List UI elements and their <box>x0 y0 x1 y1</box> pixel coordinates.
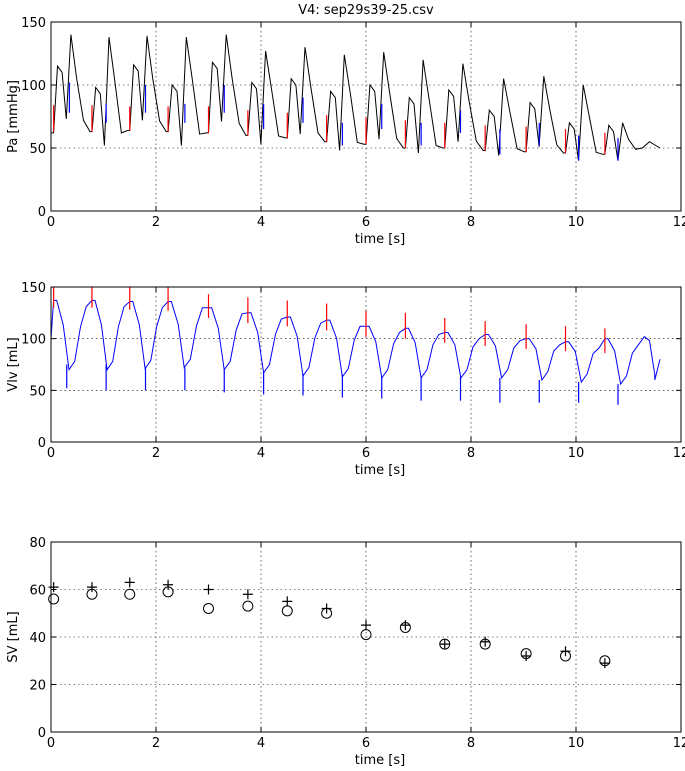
y-tick-label: 80 <box>29 536 46 551</box>
y-tick-label: 20 <box>29 679 46 694</box>
x-tick-label: 4 <box>257 215 265 230</box>
circle-data-point <box>203 603 214 614</box>
x-tick-label: 8 <box>467 215 475 230</box>
x-tick-label: 4 <box>257 446 265 461</box>
plus-data-point <box>361 620 371 631</box>
plus-data-point <box>124 577 135 588</box>
plus-data-point <box>480 636 491 647</box>
circle-data-point <box>520 648 532 660</box>
y-axis-label: Vlv [mL] <box>6 337 21 391</box>
plus-data-point <box>163 579 174 590</box>
y-tick-label: 60 <box>29 584 46 599</box>
circle-data-point <box>124 588 136 600</box>
y-tick-label: 0 <box>38 436 46 451</box>
x-tick-label: 8 <box>467 446 475 461</box>
pa-axes: 0 2 4 6 8 10 12 0 50 100 150 time [s] Pa [mmHg] <box>6 16 685 247</box>
y-tick-label: 150 <box>21 281 46 296</box>
pressure-series-line <box>50 34 661 211</box>
circle-data-point <box>439 638 451 650</box>
circle-data-point <box>560 650 571 662</box>
x-tick-label: 10 <box>568 446 585 461</box>
volume-series-line <box>50 299 661 442</box>
y-tick-label: 50 <box>29 142 46 157</box>
plus-data-point <box>439 639 450 650</box>
x-tick-label: 4 <box>257 736 265 751</box>
circle-data-point <box>360 629 372 641</box>
y-tick-label: 50 <box>29 384 46 399</box>
circle-data-point <box>399 622 411 633</box>
plus-data-point <box>48 582 59 593</box>
vlv-axes: 0 2 4 6 8 10 12 0 50 100 150 time [s] Vlv [mL] <box>6 281 685 478</box>
figure-title: V4: sep29s39-25.csv <box>298 3 434 18</box>
y-tick-label: 100 <box>21 333 46 348</box>
y-tick-label: 0 <box>38 205 46 220</box>
circle-data-point <box>162 586 174 598</box>
y-axis-label: SV [mL] <box>6 611 21 662</box>
axes-frame <box>50 286 682 443</box>
circle-data-point <box>281 605 293 617</box>
x-tick-label: 8 <box>467 736 475 751</box>
x-axis-label: time [s] <box>355 463 405 478</box>
x-tick-label: 0 <box>47 736 55 751</box>
y-tick-label: 40 <box>29 631 46 646</box>
plus-data-point <box>599 658 610 669</box>
x-tick-label: 6 <box>362 446 370 461</box>
circle-data-point <box>321 607 333 619</box>
x-tick-label: 6 <box>362 215 370 230</box>
plus-data-point <box>203 584 214 595</box>
circle-data-point <box>479 638 491 650</box>
x-tick-label: 2 <box>152 446 160 461</box>
plus-data-point <box>86 582 97 593</box>
plus-data-point <box>282 596 293 607</box>
y-tick-label: 0 <box>38 726 46 741</box>
y-tick-label: 150 <box>21 16 46 31</box>
x-tick-label: 10 <box>568 736 585 751</box>
plus-data-point <box>400 620 411 631</box>
circle-data-point <box>599 655 611 667</box>
circle-data-point <box>48 593 60 605</box>
x-tick-label: 12 <box>673 736 685 751</box>
axes-frame <box>50 541 682 733</box>
x-tick-label: 2 <box>152 215 160 230</box>
x-tick-label: 0 <box>47 215 55 230</box>
y-axis-label: Pa [mmHg] <box>6 80 21 153</box>
plus-data-point <box>242 589 253 600</box>
plus-data-point <box>521 651 532 661</box>
x-tick-label: 10 <box>568 215 585 230</box>
circle-data-point <box>86 588 98 600</box>
circle-data-point <box>242 600 254 612</box>
x-tick-label: 6 <box>362 736 370 751</box>
x-tick-label: 12 <box>673 215 685 230</box>
axes-frame <box>50 21 682 212</box>
x-tick-label: 2 <box>152 736 160 751</box>
x-tick-label: 0 <box>47 446 55 461</box>
y-tick-label: 100 <box>21 79 46 94</box>
x-axis-label: time [s] <box>355 753 405 768</box>
x-axis-label: time [s] <box>355 232 405 247</box>
sv-axes: 0 2 4 6 8 10 12 0 20 40 60 80 time [s] SV [mL] <box>6 536 685 768</box>
x-tick-label: 12 <box>673 446 685 461</box>
